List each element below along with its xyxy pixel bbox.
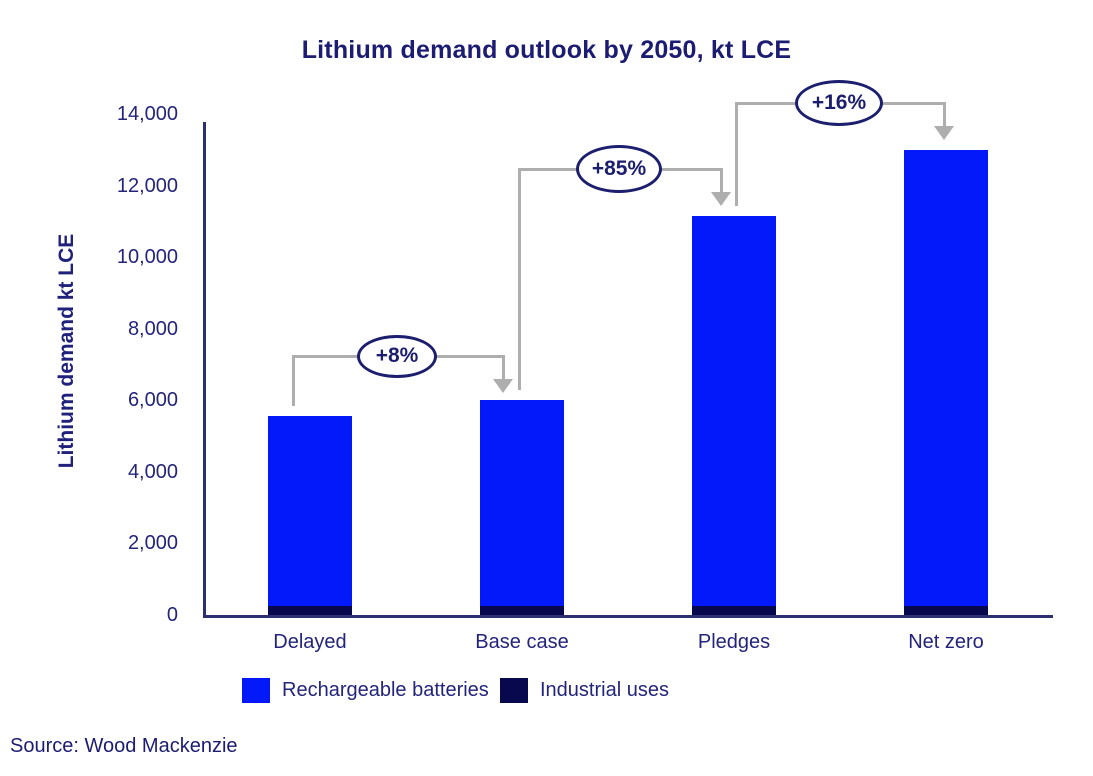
annotation-oval: +8% — [357, 334, 437, 378]
chart-title: Lithium demand outlook by 2050, kt LCE — [301, 36, 792, 64]
connector-line — [292, 355, 295, 407]
y-tick-label: 8,000 — [127, 317, 178, 340]
x-category-label: Base case — [475, 631, 569, 653]
bar-segment-rechargeable-batteries — [268, 416, 352, 607]
x-axis-line — [203, 615, 1053, 618]
bar-segment-rechargeable-batteries — [904, 149, 988, 607]
y-tick-label: 6,000 — [127, 389, 178, 412]
legend-swatch-rechargeable-batteries — [242, 678, 270, 703]
y-axis-title: Lithium demand kt LCE — [55, 233, 78, 469]
annotation-oval: +85% — [576, 145, 662, 193]
y-tick-label: 14,000 — [116, 103, 178, 125]
bar-segment-industrial-uses — [480, 606, 564, 615]
x-category-label: Net zero — [908, 631, 984, 653]
arrow-down-icon — [711, 192, 731, 206]
y-tick-label: 2,000 — [127, 532, 178, 555]
x-category-label: Pledges — [697, 631, 771, 653]
connector-line — [518, 168, 521, 391]
arrow-down-icon — [934, 126, 954, 140]
y-tick-label: 0 — [166, 604, 178, 626]
bar-segment-industrial-uses — [692, 606, 776, 615]
legend-label: Industrial uses — [540, 679, 669, 701]
connector-line — [502, 355, 505, 379]
y-axis-line — [203, 122, 206, 618]
connector-line — [720, 168, 723, 192]
y-tick-label: 12,000 — [116, 174, 178, 197]
connector-line — [735, 102, 738, 206]
arrow-down-icon — [493, 379, 513, 393]
y-tick-label: 4,000 — [127, 460, 178, 483]
legend-label: Rechargeable batteries — [282, 679, 489, 701]
legend-swatch-industrial-uses — [500, 678, 528, 703]
y-tick-label: 10,000 — [116, 246, 178, 269]
bar-segment-industrial-uses — [268, 606, 352, 615]
x-category-label: Delayed — [273, 631, 347, 653]
bar-segment-rechargeable-batteries — [692, 215, 776, 607]
connector-line — [943, 102, 946, 126]
bar-segment-rechargeable-batteries — [480, 400, 564, 607]
bar-segment-industrial-uses — [904, 606, 988, 615]
annotation-oval: +16% — [795, 80, 883, 126]
source-note: Source: Wood Mackenzie — [10, 735, 238, 757]
